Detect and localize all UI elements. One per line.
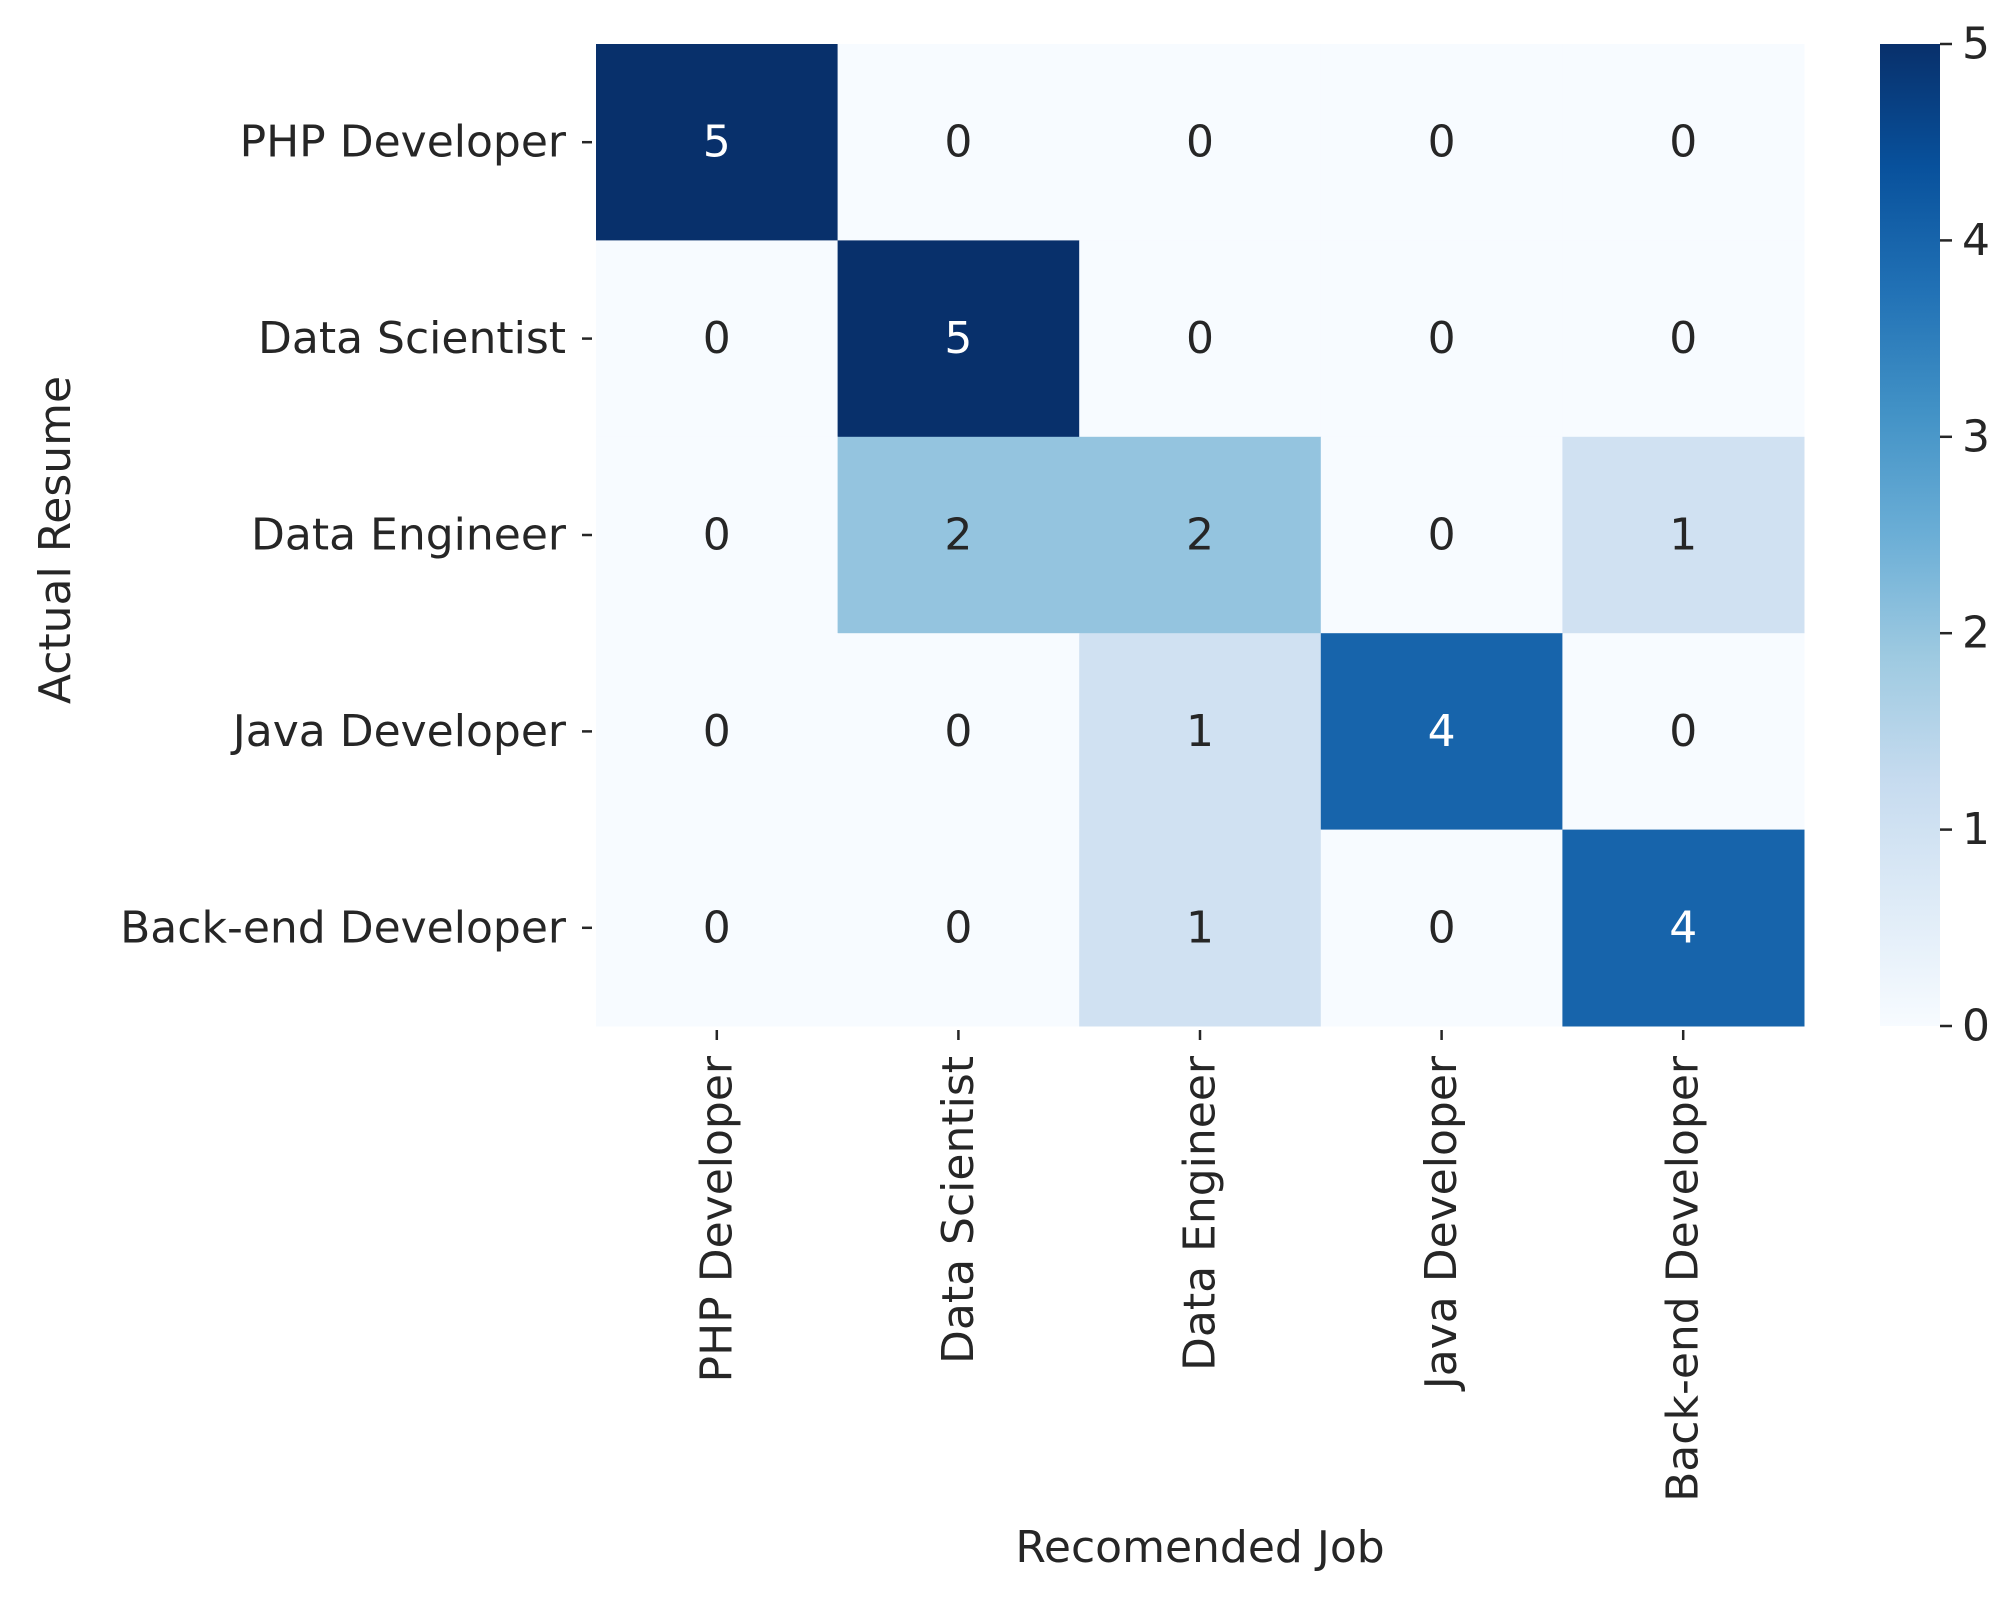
colorbar-tick-label: 4 (1962, 215, 1990, 266)
cell-value-label: 4 (1669, 902, 1697, 953)
cell-value-label: 0 (703, 902, 731, 953)
cell-value-label: 0 (1669, 117, 1697, 168)
cell-value-label: 0 (944, 117, 972, 168)
x-axis-title: Recomended Job (1015, 1522, 1384, 1573)
cell-value-label: 0 (1669, 313, 1697, 364)
cell-value-label: 1 (1186, 902, 1214, 953)
cell-value-label: 0 (1428, 313, 1456, 364)
cell-value-label: 0 (1428, 117, 1456, 168)
heatmap-cell (837, 436, 1080, 634)
y-tick-label: Java Developer (230, 706, 567, 757)
cell-value-label: 0 (703, 706, 731, 757)
colorbar-tick-label: 0 (1962, 1001, 1990, 1052)
cell-value-label: 0 (1669, 706, 1697, 757)
x-axis-ticks: PHP Developer Data Scientist Data Engineer… (691, 1030, 1709, 1502)
x-tick-label: PHP Developer (691, 1055, 742, 1382)
y-tick-label: Back-end Developer (120, 902, 567, 953)
colorbar-ticks: 0 1 2 3 4 5 (1940, 19, 1990, 1052)
heatmap-cell (1079, 240, 1322, 438)
colorbar: 0 1 2 3 4 5 (1880, 19, 1990, 1052)
cell-value-label: 0 (703, 313, 731, 364)
heatmap-cell (596, 829, 839, 1027)
cell-value-label: 0 (1428, 902, 1456, 953)
heatmap-cell (1562, 633, 1805, 831)
colorbar-tick-label: 5 (1962, 19, 1990, 70)
cell-value-label: 5 (944, 313, 972, 364)
cell-value-label: 2 (944, 510, 972, 561)
cell-value-label: 1 (1186, 706, 1214, 757)
colorbar-gradient (1880, 44, 1940, 1026)
x-tick-label: Java Developer (1416, 1055, 1467, 1392)
x-tick-label: Data Engineer (1175, 1055, 1226, 1371)
y-tick-label: Data Scientist (258, 313, 566, 364)
cell-value-label: 0 (703, 510, 731, 561)
heatmap-cell (837, 829, 1080, 1027)
heatmap-cell (837, 633, 1080, 831)
cell-value-label: 4 (1428, 706, 1456, 757)
colorbar-tick-label: 2 (1962, 608, 1990, 659)
colorbar-tick-label: 1 (1962, 804, 1990, 855)
heatmap-cell (837, 44, 1080, 241)
colorbar-tick-label: 3 (1962, 411, 1990, 462)
heatmap-cell (1562, 829, 1805, 1027)
heatmap-cell (1079, 44, 1322, 241)
cell-value-label: 0 (944, 706, 972, 757)
cell-value-label: 0 (1428, 510, 1456, 561)
heatmap-cell (1320, 436, 1563, 634)
heatmap-cell (596, 44, 839, 241)
heatmap-cell (1562, 44, 1805, 241)
heatmap-cell (596, 633, 839, 831)
x-tick-label: Data Scientist (933, 1056, 984, 1364)
cell-value-label: 0 (1186, 117, 1214, 168)
heatmap-cell (1320, 829, 1563, 1027)
heatmap-cell (596, 240, 839, 438)
cell-value-label: 5 (703, 117, 731, 168)
heatmap-cell (1562, 240, 1805, 438)
y-axis-title: Actual Resume (30, 376, 81, 704)
heatmap-cell (1320, 240, 1563, 438)
y-axis-ticks: PHP Developer Data Scientist Data Engineer… (120, 117, 592, 953)
heatmap-cells (596, 44, 1805, 1027)
cell-value-label: 0 (1186, 313, 1214, 364)
heatmap-cell (1320, 44, 1563, 241)
cell-value-label: 2 (1186, 510, 1214, 561)
heatmap-cell-labels: 5 0 0 0 0 0 5 0 0 0 0 2 2 0 1 0 0 1 4 0 0 0 1 0 4 (703, 117, 1697, 954)
cell-value-label: 0 (944, 902, 972, 953)
y-tick-label: Data Engineer (251, 510, 567, 561)
heatmap-cell (1320, 633, 1563, 831)
y-tick-label: PHP Developer (240, 117, 567, 168)
heatmap-cell (1562, 436, 1805, 634)
heatmap-cell (596, 436, 839, 634)
heatmap-cell (837, 240, 1080, 438)
x-tick-label: Back-end Developer (1658, 1055, 1709, 1502)
heatmap-cell (1079, 436, 1322, 634)
heatmap-cell (1079, 829, 1322, 1027)
heatmap-cell (1079, 633, 1322, 831)
cell-value-label: 1 (1669, 510, 1697, 561)
